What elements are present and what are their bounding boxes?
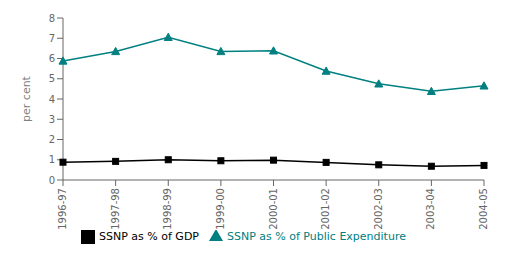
svg-text:1: 1: [49, 154, 55, 165]
svg-text:6: 6: [49, 53, 55, 64]
html-text:SSNP as % of GDP: SSNP as % of GDP: [99, 230, 199, 243]
svg-text:2000-01: 2000-01: [268, 188, 279, 230]
svg-text:2003-04: 2003-04: [425, 188, 436, 230]
svg-text:5: 5: [49, 73, 55, 84]
svg-text:per cent: per cent: [20, 75, 33, 122]
svg-text:0: 0: [49, 175, 55, 186]
svg-text:2004-05: 2004-05: [478, 188, 489, 230]
svg-text:1998-99: 1998-99: [162, 188, 173, 230]
svg-text:2002-03: 2002-03: [373, 188, 384, 230]
svg-text:8: 8: [49, 13, 55, 24]
svg-text:2: 2: [49, 134, 55, 145]
svg-text:1996-97: 1996-97: [57, 188, 68, 230]
svg-text:1999-00: 1999-00: [215, 188, 226, 230]
svg-text:3: 3: [49, 114, 55, 125]
svg-text:1997-98: 1997-98: [110, 188, 121, 230]
html-text:SSNP as % of Public Expenditur: SSNP as % of Public Expenditure: [227, 230, 406, 243]
svg-text:4: 4: [49, 94, 55, 105]
svg-text:2001-02: 2001-02: [320, 188, 331, 230]
svg-text:7: 7: [49, 33, 55, 44]
